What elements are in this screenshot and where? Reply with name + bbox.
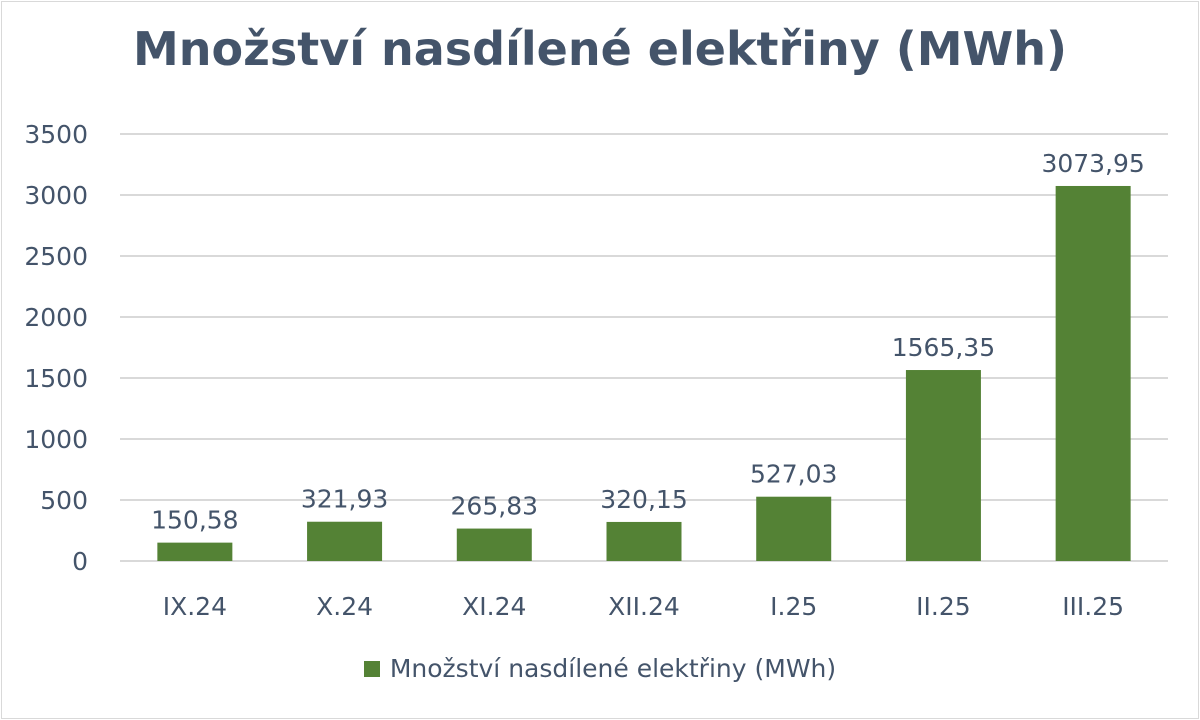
bar-II.25 — [905, 370, 981, 561]
y-tick-label: 500 — [40, 486, 88, 515]
y-tick-label: 2500 — [24, 242, 88, 271]
x-tick-label: I.25 — [770, 592, 817, 621]
y-tick-label: 3500 — [24, 120, 88, 149]
data-label: 3073,95 — [1041, 149, 1144, 178]
bar-I.25 — [756, 496, 832, 561]
chart-title: Množství nasdílené elektřiny (MWh) — [132, 22, 1068, 76]
data-label: 527,03 — [750, 460, 837, 489]
bar-III.25 — [1055, 185, 1131, 562]
bar-XI.24 — [456, 528, 532, 561]
y-tick-label: 3000 — [24, 181, 88, 210]
x-tick-label: X.24 — [316, 592, 373, 621]
x-tick-label: IX.24 — [163, 592, 227, 621]
x-tick-label: II.25 — [916, 592, 971, 621]
y-tick-label: 2000 — [24, 303, 88, 332]
data-label: 1565,35 — [892, 333, 995, 362]
data-label: 320,15 — [600, 485, 687, 514]
data-label: 265,83 — [451, 492, 538, 521]
y-tick-label: 1000 — [24, 425, 88, 454]
x-tick-label: XI.24 — [462, 592, 526, 621]
data-label: 150,58 — [151, 506, 238, 535]
legend: Množství nasdílené elektřiny (MWh) — [0, 654, 1200, 683]
y-tick-label: 0 — [72, 547, 88, 576]
y-tick-label: 1500 — [24, 364, 88, 393]
bar-XII.24 — [606, 521, 682, 561]
data-label: 321,93 — [301, 485, 388, 514]
bar-X.24 — [307, 521, 383, 561]
bar-IX.24 — [157, 542, 233, 561]
x-tick-label: XII.24 — [608, 592, 680, 621]
legend-swatch — [363, 660, 380, 677]
x-tick-label: III.25 — [1062, 592, 1124, 621]
legend-label: Množství nasdílené elektřiny (MWh) — [389, 654, 837, 683]
